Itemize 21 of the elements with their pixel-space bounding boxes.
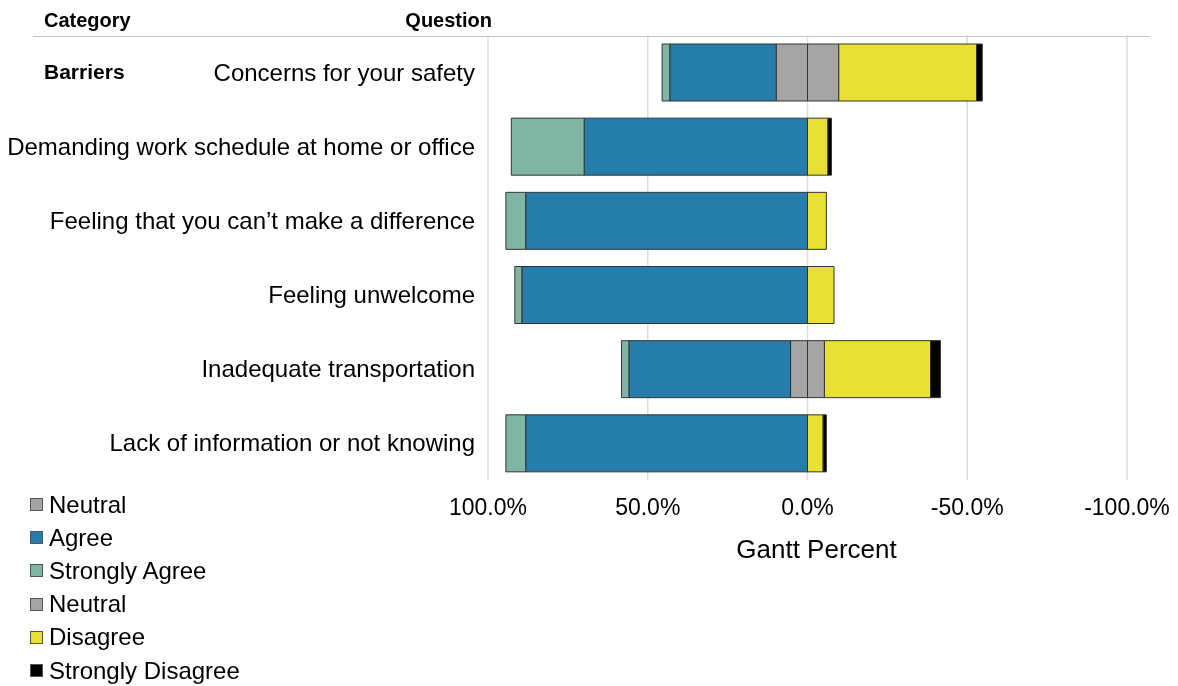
x-tick-label: -50.0%	[930, 494, 1004, 521]
x-tick-label: 0.0%	[781, 494, 834, 521]
legend-label: Strongly Agree	[49, 556, 207, 585]
x-tick-label: 50.0%	[615, 494, 681, 521]
y-tick-label: Lack of information or not knowing	[109, 429, 475, 457]
y-tick-label: Feeling that you can’t make a difference	[49, 206, 475, 234]
y-tick-label: Concerns for your safety	[213, 58, 475, 86]
y-tick-label: Demanding work schedule at home or office	[7, 132, 475, 160]
legend-label: Neutral	[49, 490, 127, 519]
x-tick-label: 100.0%	[448, 494, 528, 521]
y-axis-title: Question	[405, 9, 492, 31]
text: Category	[44, 8, 131, 32]
legend-label: Neutral	[49, 590, 127, 619]
legend-label: Agree	[49, 523, 114, 552]
text: Barriers	[44, 60, 125, 85]
y-tick-label: Inadequate transportation	[201, 355, 475, 383]
legend-label: Strongly Disagree	[49, 656, 240, 685]
x-tick-label: -100.0%	[1084, 494, 1170, 521]
y-tick-label: Feeling unwelcome	[268, 281, 475, 309]
legend-label: Disagree	[49, 623, 146, 652]
x-axis-title: Gantt Percent	[736, 534, 898, 564]
